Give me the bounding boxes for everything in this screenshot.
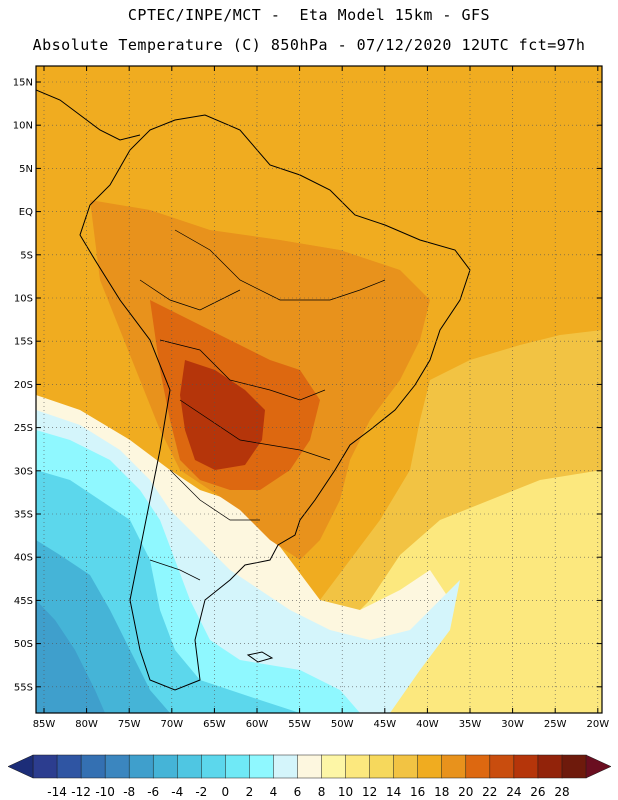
colorbar-swatch (104, 754, 130, 779)
colorbar-label: 10 (338, 785, 353, 799)
lon-tick-label: 75W (118, 719, 141, 730)
colorbar-swatch (201, 754, 226, 779)
colorbar-label: 26 (530, 785, 545, 799)
colorbar-label: 16 (410, 785, 425, 799)
lon-tick-label: 55W (288, 719, 311, 730)
colorbar-label: 18 (434, 785, 449, 799)
lat-tick-label: 50S (14, 639, 33, 650)
colorbar-labels: -14 -12 -10 -8 -6 -4 -2 0 2 4 6 8 10 12 14 16 18 20 22 24 26… (47, 785, 569, 799)
colorbar-swatch (273, 754, 299, 779)
colorbar-swatch (417, 754, 443, 779)
field-deep-warm-region (180, 360, 265, 470)
lon-tick-label: 85W (33, 719, 56, 730)
colorbar-label: 4 (270, 785, 278, 799)
colorbar-label: 20 (458, 785, 473, 799)
coastlines (36, 89, 471, 691)
colorbar-label: 0 (222, 785, 230, 799)
colorbar-label: 28 (554, 785, 569, 799)
colorbar-swatch (56, 754, 82, 779)
lon-tick-label: 60W (246, 719, 269, 730)
colorbar-label: -12 (71, 785, 91, 799)
lat-tick-label: 45S (14, 596, 33, 607)
colorbar-swatch (513, 754, 539, 779)
colorbar-label: 22 (482, 785, 497, 799)
colorbar-swatch (393, 754, 419, 779)
lat-tick-label: 10N (13, 121, 33, 132)
colorbar-min-arrow (7, 754, 34, 779)
lat-tick-label: 15S (14, 337, 33, 348)
colorbar-swatch (561, 754, 587, 779)
colorbar-swatch (441, 754, 467, 779)
colorbar-label: -2 (195, 785, 207, 799)
colorbar-swatch (369, 754, 395, 779)
colorbar-swatch (32, 754, 58, 779)
map-title-line-2: Absolute Temperature (C) 850hPa - 07/12/… (32, 36, 586, 54)
lon-tick-label: 65W (203, 719, 226, 730)
colorbar-swatch (321, 754, 347, 779)
lon-tick-label: 40W (416, 719, 439, 730)
latitude-axis: 15N 10N 5N EQ 5S 10S 15S 20S 25S 30S 35S 40S 45S 50S 5… (13, 78, 602, 693)
lat-tick-label: 5S (20, 250, 33, 261)
map-frame (35, 65, 603, 714)
colorbar-label: 24 (506, 785, 521, 799)
map-title-line-1: CPTEC/INPE/MCT - Eta Model 15km - GFS (127, 6, 491, 24)
colorbar-label: 14 (386, 785, 401, 799)
colorbar-max-arrow (585, 754, 612, 779)
falkland-islands (246, 651, 274, 663)
colorbar-swatch (489, 754, 515, 779)
field-blue-region (36, 600, 105, 713)
colorbar-swatch (128, 754, 154, 779)
colorbar-label: -14 (47, 785, 67, 799)
colorbar-swatch (249, 754, 274, 779)
colorbar (7, 754, 612, 779)
colorbar-label: -8 (123, 785, 135, 799)
colorbar-swatch (465, 754, 491, 779)
colorbar-label: 12 (362, 785, 377, 799)
lat-tick-label: 35S (14, 510, 33, 521)
lon-tick-label: 25W (544, 719, 567, 730)
lon-tick-label: 45W (373, 719, 396, 730)
lon-tick-label: 50W (331, 719, 354, 730)
lon-tick-label: 20W (586, 719, 609, 730)
lon-tick-label: 80W (75, 719, 98, 730)
colorbar-label: 8 (318, 785, 326, 799)
colorbar-label: -6 (147, 785, 159, 799)
colorbar-swatch (152, 754, 178, 779)
lat-tick-label: 25S (14, 423, 33, 434)
lat-tick-label: 30S (14, 466, 33, 477)
colorbar-swatch (177, 754, 202, 779)
lat-tick-label: EQ (19, 207, 33, 218)
colorbar-swatch (297, 754, 323, 779)
lon-tick-label: 30W (501, 719, 524, 730)
colorbar-label: -10 (95, 785, 115, 799)
lat-tick-label: 10S (14, 294, 33, 305)
lon-tick-label: 35W (459, 719, 482, 730)
colorbar-label: 2 (246, 785, 254, 799)
temperature-field (36, 66, 602, 713)
central-america-coastline (36, 89, 141, 141)
lat-tick-label: 5N (19, 164, 33, 175)
colorbar-label: -4 (171, 785, 183, 799)
lat-tick-label: 15N (13, 78, 33, 89)
lat-tick-label: 55S (14, 682, 33, 693)
lat-tick-label: 20S (14, 380, 33, 391)
colorbar-swatch (80, 754, 106, 779)
lat-tick-label: 40S (14, 553, 33, 564)
country-borders (139, 229, 386, 581)
colorbar-swatch (225, 754, 250, 779)
colorbar-swatch (345, 754, 371, 779)
lon-tick-label: 70W (160, 719, 183, 730)
colorbar-label: 6 (294, 785, 302, 799)
longitude-axis: 85W 80W 75W 70W 65W 60W 55W 50W 45W 40W 35W 30W 25W 2… (33, 66, 609, 730)
colorbar-swatch (537, 754, 563, 779)
south-america-coastline (79, 114, 471, 691)
